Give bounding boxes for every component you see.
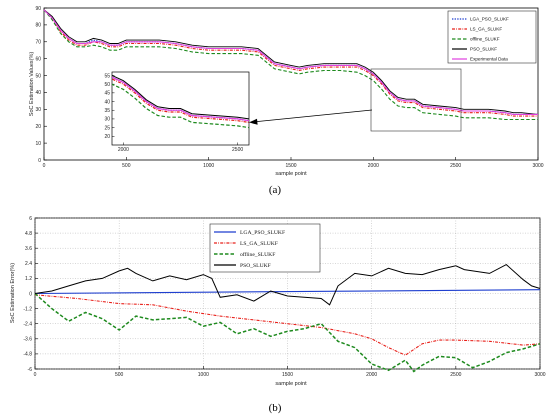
panel-a-series-experimental-data	[43, 9, 538, 115]
panel-a-inset-ytick-label: 30	[104, 117, 110, 123]
panel-b-xlabel: sample point	[275, 381, 307, 387]
panel-a-inset-ytick-label: 40	[104, 99, 110, 105]
panel-a-ylabel: SoC Estimation Values(%)	[29, 52, 35, 117]
panel-a-xtick-label: 3000	[532, 163, 543, 169]
panel-b-xtick-label: 0	[34, 372, 37, 378]
panel-a-zoom-arrow	[252, 109, 373, 123]
panel-b-xtick-label: 2500	[450, 372, 461, 378]
panel-a-ytick-label: 80	[35, 23, 41, 29]
panel-b-series-lga-pso-slukf	[34, 289, 541, 295]
panel-a-xtick-label: 0	[43, 163, 46, 169]
panel-a-legend-label-offline-slukf: offline_SLUKF	[470, 37, 500, 42]
panel-a-inset-series-experimental-data	[112, 76, 249, 122]
panel-a-inset-ytick-label: 45	[104, 91, 110, 97]
panel-a-ytick-label: 40	[35, 90, 41, 96]
panel-a-xtick-label: 2500	[450, 163, 461, 169]
panel-a-xtick-label: 2000	[368, 163, 379, 169]
panel-a-ytick-label: 30	[35, 107, 41, 113]
panel-a-ytick-label: 60	[35, 56, 41, 62]
panel-a-legend-label-pso-slukf: PSO_SLUKF	[470, 47, 497, 52]
panel-b-xtick-label: 1500	[282, 372, 293, 378]
panel-b-series	[34, 263, 541, 373]
panel-a-ytick-label: 10	[35, 141, 41, 147]
panel-b-legend-label-ls-ga-slukf: LS_GA_SLUKF	[240, 241, 278, 247]
panel-a-inset-xtick-label: 2500	[232, 147, 243, 153]
panel-a-legend-label-experimental-data: Experimental Data	[470, 57, 508, 62]
panel-a-label: (a)	[269, 184, 282, 196]
panel-a-inset-ytick-label: 25	[104, 125, 110, 131]
panel-a-inset-ytick-label: 55	[104, 73, 110, 79]
panel-a-series-pso-slukf	[43, 9, 539, 115]
panel-a-ytick-label: 90	[35, 6, 41, 12]
panel-b-ytick-label: 3.6	[25, 246, 32, 252]
panel-b-ytick-label: 2.4	[25, 261, 32, 267]
panel-a-ytick-label: 70	[35, 40, 41, 46]
panel-a-inset-series-offline-slukf	[112, 83, 249, 129]
panel-b-xtick-label: 3000	[534, 372, 545, 378]
panel-b-ytick-label: 1.2	[25, 276, 32, 282]
panel-b-ytick-label: -3.6	[23, 337, 32, 343]
panel-a-inset: 2000 2500 20 25 30 35 40 45 50 55	[104, 71, 250, 153]
panel-a-ytick-label: 0	[38, 158, 41, 164]
panel-b-label: (b)	[269, 402, 282, 414]
panel-a-inset-ticks: 2000 2500 20 25 30 35 40 45 50 55	[104, 73, 243, 153]
panel-a-inset-series-ls-ga-slukf	[112, 78, 249, 124]
panel-b-legend: LGA_PSO_SLUKF LS_GA_SLUKF offline_SLUKF PSO…	[209, 223, 321, 273]
panel-a-inset-ytick-label: 35	[104, 108, 110, 114]
panel-a-legend-box	[447, 10, 537, 64]
panel-b-ytick-label: -6	[28, 367, 33, 373]
panel-b-ytick-label: 6	[29, 216, 32, 222]
panel-a-xtick-label: 1000	[203, 163, 214, 169]
panel-a-legend-label-lga-pso-slukf: LGA_PSO_SLUKF	[470, 17, 509, 22]
panel-b-ytick-label: -2.4	[23, 322, 32, 328]
panel-b-ylabel: SoC Estimation Error(%)	[10, 263, 16, 323]
panel-a-zoom-arrowhead	[249, 118, 258, 125]
panel-b-series-ls-ga-slukf	[34, 294, 541, 356]
panel-b-legend-label-offline-slukf: offline_SLUKF	[240, 251, 275, 258]
panel-b-legend-entries: LGA_PSO_SLUKF LS_GA_SLUKF offline_SLUKF PSO…	[214, 230, 285, 269]
panel-a-xtick-label: 500	[122, 163, 131, 169]
panel-a-inset-xtick-label: 2000	[118, 147, 129, 153]
panel-a-series-offline-slukf	[43, 9, 538, 121]
panel-b-ytick-label: 4.8	[25, 231, 32, 237]
panel-a-series-ls-ga-slukf	[43, 9, 538, 117]
panel-b-series-pso-slukf	[34, 263, 541, 306]
panel-b-xtick-label: 500	[115, 372, 124, 378]
panel-b-legend-label-lga-pso-slukf: LGA_PSO_SLUKF	[240, 230, 285, 236]
panel-a-ytick-label: 50	[35, 73, 41, 79]
panel-a-xlabel: sample point	[275, 171, 307, 177]
panel-a-zoom-box	[370, 68, 462, 132]
panel-a-ticks: 0 500 1000 1500 2000 2500 3000 0 10 20 30 40 50 60 70 8…	[35, 6, 543, 169]
panel-b-ticks: 0 500 1000 1500 2000 2500 3000 -6 -4.8 -3.6 -2.4 -1…	[23, 216, 545, 378]
panel-a-xtick-label: 1500	[285, 163, 296, 169]
panel-a-inset-ytick-label: 20	[104, 134, 110, 140]
panel-b-chart: 0 500 1000 1500 2000 2500 3000 -6 -4.8 -3.6 -2.4 -1…	[10, 216, 546, 414]
panel-a-inset-ytick-label: 50	[104, 82, 110, 88]
panel-a-legend-label-ls-ga-slukf: LS_GA_SLUKF	[470, 27, 502, 32]
panel-b-ytick-label: -4.8	[23, 352, 32, 358]
panel-b-xtick-label: 1000	[198, 372, 209, 378]
panel-a-inset-series-pso-slukf	[112, 74, 249, 120]
panel-a-legend-entries: LGA_PSO_SLUKF LS_GA_SLUKF offline_SLUKF PSO…	[452, 17, 509, 62]
panel-a-ytick-label: 20	[35, 124, 41, 130]
panel-a-series	[43, 9, 539, 121]
panel-b-series-offline-slukf	[34, 292, 541, 373]
panel-b-ytick-label: -1.2	[23, 306, 32, 312]
panel-a-inset-series	[112, 74, 249, 129]
panel-b-xtick-label: 2000	[366, 372, 377, 378]
panel-b-ytick-label: 0	[29, 291, 32, 297]
panel-a-chart: 0 500 1000 1500 2000 2500 3000 0 10 20 30 40 50 60 70 8…	[29, 6, 544, 196]
panel-b-legend-label-pso-slukf: PSO_SLUKF	[240, 263, 271, 269]
panel-a-legend: LGA_PSO_SLUKF LS_GA_SLUKF offline_SLUKF PSO…	[447, 10, 537, 64]
